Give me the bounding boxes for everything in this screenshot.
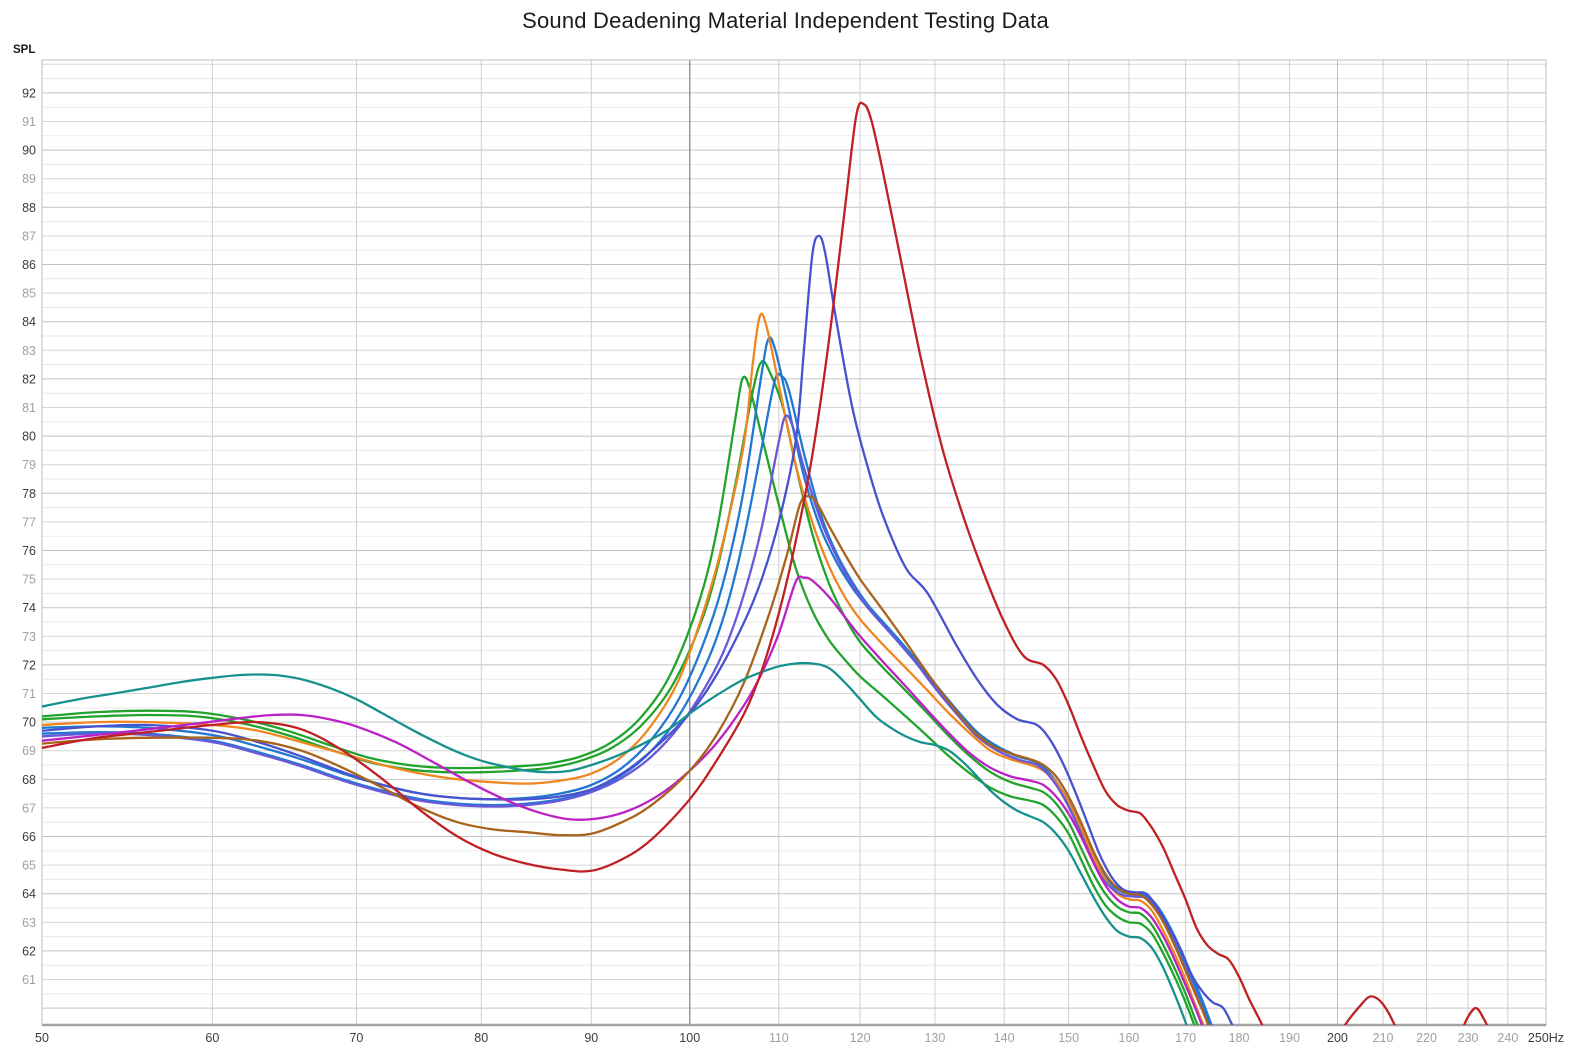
x-tick-label: 200 xyxy=(1327,1031,1348,1045)
y-tick-label: 74 xyxy=(22,601,36,615)
x-tick-label: 130 xyxy=(924,1031,945,1045)
y-tick-label: 64 xyxy=(22,887,36,901)
series-slate-blue-line xyxy=(42,414,1210,1025)
series-teal-line xyxy=(42,661,1188,1025)
x-axis-labels: 50 60 70 80 90 100 110 120 130 140 150 160 170 180 190… xyxy=(35,1031,1564,1045)
y-tick-label: 72 xyxy=(22,658,36,672)
horizontal-gridlines xyxy=(42,63,1546,1009)
series-dark-red-line xyxy=(42,101,1489,1025)
x-tick-label: 180 xyxy=(1229,1031,1250,1045)
series-orange-line xyxy=(42,312,1205,1025)
x-tick-label: 120 xyxy=(850,1031,871,1045)
y-tick-label: 77 xyxy=(22,515,36,529)
series-green-1-line xyxy=(42,375,1196,1025)
y-tick-label: 87 xyxy=(22,229,36,243)
y-tick-label: 80 xyxy=(22,430,36,444)
x-tick-label: 100 xyxy=(679,1031,700,1045)
y-tick-label: 90 xyxy=(22,144,36,158)
x-tick-label: 150 xyxy=(1058,1031,1079,1045)
y-tick-label: 73 xyxy=(22,630,36,644)
y-tick-label: 66 xyxy=(22,830,36,844)
y-tick-label: 81 xyxy=(22,401,36,415)
y-tick-label: 88 xyxy=(22,201,36,215)
y-tick-label: 82 xyxy=(22,372,36,386)
x-tick-label: 220 xyxy=(1416,1031,1437,1045)
x-tick-label: 250Hz xyxy=(1528,1031,1564,1045)
series-lines xyxy=(42,101,1489,1025)
x-tick-label: 170 xyxy=(1175,1031,1196,1045)
y-tick-label: 68 xyxy=(22,773,36,787)
y-tick-label: 67 xyxy=(22,801,36,815)
vertical-gridlines xyxy=(211,60,1509,1025)
x-tick-label: 110 xyxy=(769,1031,789,1045)
y-axis-labels: 61 62 63 64 65 66 67 68 69 70 71 72 73 74 75 76 77 78 79 80… xyxy=(22,86,36,987)
y-tick-label: 92 xyxy=(22,86,36,100)
y-tick-label: 71 xyxy=(22,687,36,701)
y-tick-label: 70 xyxy=(22,716,36,730)
y-tick-label: 76 xyxy=(22,544,36,558)
x-tick-label: 90 xyxy=(584,1031,598,1045)
y-tick-label: 79 xyxy=(22,458,36,472)
y-tick-label: 89 xyxy=(22,172,36,186)
series-green-2-line xyxy=(42,359,1199,1025)
y-tick-label: 65 xyxy=(22,859,36,873)
y-tick-label: 69 xyxy=(22,744,36,758)
y-tick-label: 83 xyxy=(22,344,36,358)
y-tick-label: 62 xyxy=(22,944,36,958)
x-tick-label: 60 xyxy=(205,1031,219,1045)
series-royal-blue-line xyxy=(42,234,1234,1025)
x-tick-label: 140 xyxy=(994,1031,1015,1045)
y-tick-label: 61 xyxy=(22,973,36,987)
chart-title: Sound Deadening Material Independent Tes… xyxy=(522,8,1049,33)
y-tick-label: 78 xyxy=(22,487,36,501)
x-tick-label: 240 xyxy=(1497,1031,1518,1045)
series-magenta-line xyxy=(42,575,1204,1025)
y-tick-label: 75 xyxy=(22,573,36,587)
y-tick-label: 86 xyxy=(22,258,36,272)
y-tick-label: 84 xyxy=(22,315,36,329)
series-brown-line xyxy=(42,494,1210,1025)
y-tick-label: 91 xyxy=(22,115,36,129)
plot-border xyxy=(41,59,1547,1027)
x-tick-label: 210 xyxy=(1373,1031,1394,1045)
y-tick-label: 85 xyxy=(22,287,36,301)
x-tick-label: 50 xyxy=(35,1031,49,1045)
x-tick-label: 80 xyxy=(474,1031,488,1045)
y-tick-label: 63 xyxy=(22,916,36,930)
x-tick-label: 230 xyxy=(1458,1031,1479,1045)
x-tick-label: 160 xyxy=(1119,1031,1140,1045)
x-tick-label: 70 xyxy=(349,1031,363,1045)
x-tick-label: 190 xyxy=(1279,1031,1300,1045)
y-axis-title: SPL xyxy=(13,44,36,56)
